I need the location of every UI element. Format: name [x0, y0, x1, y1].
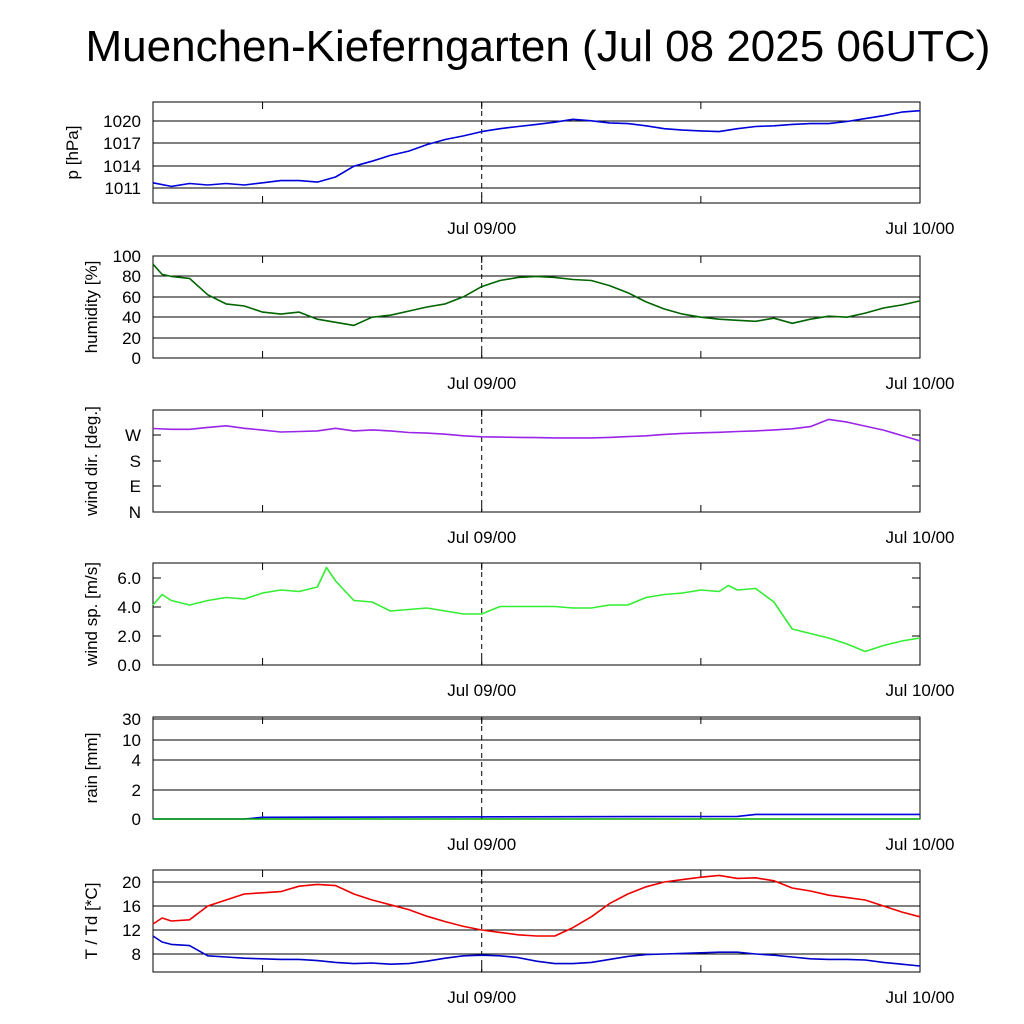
wind-speed-frame	[152, 562, 921, 666]
rain-xtick-label: Jul 09/00	[447, 835, 516, 854]
wind-direction-ytick-label: N	[129, 503, 141, 522]
wind-speed-ytick-label: 6.0	[117, 569, 141, 588]
pressure-ytick-label: 1017	[103, 134, 141, 153]
humidity-ytick-label: 60	[122, 288, 141, 307]
humidity-ytick-label: 100	[113, 247, 141, 266]
pressure-ytick-label: 1020	[103, 112, 141, 131]
pressure-series-0	[152, 109, 921, 188]
humidity-series-0	[152, 263, 921, 327]
rain-ytick-label: 10	[122, 731, 141, 750]
humidity-xtick-label: Jul 09/00	[447, 374, 516, 393]
rain-axis-label: rain [mm]	[82, 733, 101, 804]
chart-title: Muenchen-Kieferngarten (Jul 08 2025 06UT…	[85, 22, 991, 71]
temperature-ytick-label: 16	[122, 897, 141, 916]
pressure-axis-label: p [hPa]	[63, 126, 82, 180]
humidity-ytick-label: 20	[122, 329, 141, 348]
rain-ytick-label: 30	[122, 710, 141, 729]
wind-direction-frame	[152, 409, 921, 513]
temperature-series-1	[152, 935, 921, 967]
pressure-ytick-label: 1014	[103, 157, 141, 176]
wind-speed-xtick-label: Jul 10/00	[886, 681, 955, 700]
wind-direction-ytick-label: S	[130, 452, 141, 471]
humidity-ytick-label: 80	[122, 267, 141, 286]
humidity-frame	[152, 255, 921, 359]
wind-speed-xtick-label: Jul 09/00	[447, 681, 516, 700]
rain-ytick-label: 2	[132, 781, 141, 800]
rain-ytick-label: 0	[132, 810, 141, 829]
pressure-xtick-label: Jul 09/00	[447, 219, 516, 238]
wind-speed-axis-label: wind sp. [m/s]	[82, 562, 101, 667]
humidity-ytick-label: 40	[122, 308, 141, 327]
rain-xtick-label: Jul 10/00	[886, 835, 955, 854]
temperature-axis-label: T / Td [*C]	[82, 883, 101, 960]
pressure-ytick-label: 1011	[104, 179, 141, 198]
pressure-frame	[152, 101, 921, 204]
wind-direction-axis-label: wind dir. [deg.]	[82, 406, 101, 517]
wind-speed-series-0	[152, 566, 921, 653]
temperature-frame	[152, 869, 921, 973]
wind-speed-ytick-label: 2.0	[117, 627, 141, 646]
temperature-xtick-label: Jul 10/00	[886, 988, 955, 1007]
humidity-axis-label: humidity [%]	[82, 261, 101, 354]
temperature-xtick-label: Jul 09/00	[447, 988, 516, 1007]
rain-frame	[152, 716, 921, 820]
wind-direction-xtick-label: Jul 09/00	[447, 528, 516, 547]
humidity-ytick-label: 0	[132, 349, 141, 368]
wind-speed-ytick-label: 4.0	[117, 598, 141, 617]
wind-speed-ytick-label: 0.0	[117, 656, 141, 675]
wind-direction-xtick-label: Jul 10/00	[886, 528, 955, 547]
humidity-xtick-label: Jul 10/00	[886, 374, 955, 393]
wind-direction-ytick-label: E	[130, 477, 141, 496]
wind-direction-ytick-label: W	[125, 426, 141, 445]
temperature-ytick-label: 12	[122, 921, 141, 940]
rain-ytick-label: 4	[132, 751, 141, 770]
pressure-xtick-label: Jul 10/00	[886, 219, 955, 238]
wind-direction-series-0	[152, 418, 921, 442]
temperature-ytick-label: 20	[122, 873, 141, 892]
temperature-series-0	[152, 874, 921, 937]
temperature-ytick-label: 8	[132, 945, 141, 964]
